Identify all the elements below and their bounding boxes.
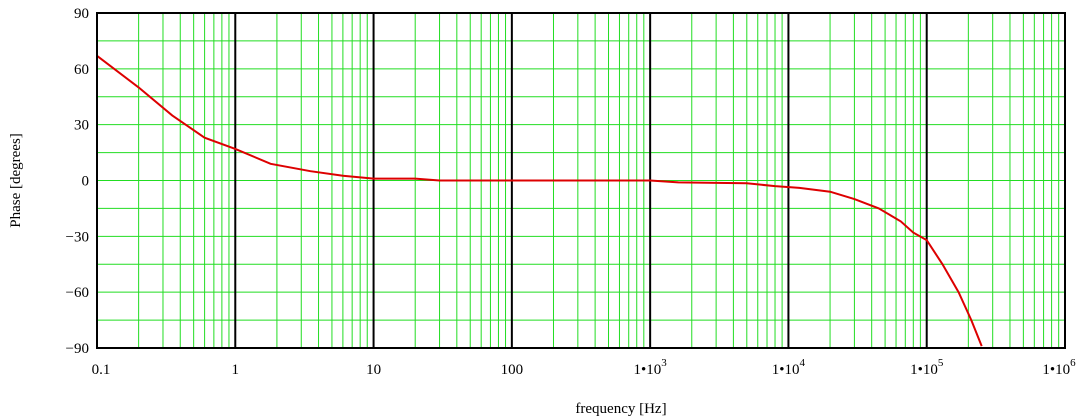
x-axis-label: frequency [Hz] — [575, 401, 666, 417]
x-tick-label: 1•106 — [1042, 357, 1076, 378]
major-gridlines — [234, 13, 928, 348]
y-tick-label: −90 — [66, 341, 89, 357]
y-tick-label: 30 — [74, 118, 89, 134]
x-tick-base: 0.1 — [92, 362, 111, 378]
series-layer — [96, 55, 983, 347]
y-tick-label: −60 — [66, 285, 89, 301]
x-tick-base: 1•10 — [772, 362, 800, 378]
x-tick-label: 100 — [501, 362, 524, 378]
x-tick-exponent: 6 — [1070, 357, 1076, 369]
x-tick-base: 1 — [232, 362, 240, 378]
series-line-0 — [96, 55, 983, 347]
x-tick-base: 10 — [366, 362, 381, 378]
y-tick-label: 0 — [82, 174, 90, 190]
x-tick-label: 1•103 — [634, 357, 668, 378]
x-tick-exponent: 4 — [800, 357, 806, 369]
x-tick-label: 1 — [232, 362, 240, 378]
y-axis-label: Phase [degrees] — [8, 133, 24, 228]
x-tick-label: 1•105 — [910, 357, 944, 378]
x-tick-label: 0.1 — [92, 362, 111, 378]
x-tick-exponent: 5 — [938, 357, 944, 369]
y-tick-labels: 90 60 30 0 −60 −30 −90 — [66, 6, 89, 357]
x-tick-label: 10 — [366, 362, 381, 378]
x-tick-base: 1•10 — [910, 362, 938, 378]
x-tick-exponent: 3 — [661, 357, 667, 369]
y-tick-label: −30 — [66, 229, 89, 245]
y-tick-label: 60 — [74, 62, 89, 78]
minor-gridlines — [97, 13, 1065, 348]
x-tick-label: 1•104 — [772, 357, 806, 378]
x-tick-base: 100 — [501, 362, 524, 378]
x-tick-labels: 0.1 1 10 100 1•103 1•104 1•105 1•106 — [92, 357, 1077, 378]
y-tick-label: 90 — [74, 6, 89, 22]
x-tick-base: 1•10 — [1042, 362, 1070, 378]
x-tick-base: 1•10 — [634, 362, 662, 378]
plot-frame — [96, 12, 1066, 349]
